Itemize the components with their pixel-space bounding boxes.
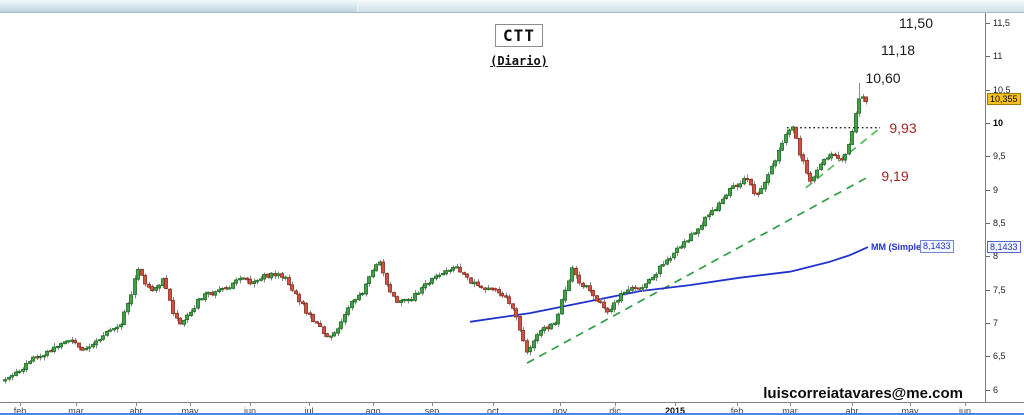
y-tick-mark xyxy=(986,223,990,224)
y-tick-label: 10 xyxy=(993,118,1004,128)
x-tick-mark xyxy=(965,403,966,406)
y-tick-label: 8 xyxy=(993,251,999,261)
y-tick-mark xyxy=(986,390,990,391)
ma-axis-badge: 8,1433 xyxy=(987,241,1021,253)
candles-layer xyxy=(3,83,868,384)
x-tick-label: ago xyxy=(365,406,381,415)
x-tick-mark xyxy=(136,403,137,406)
y-tick-mark xyxy=(986,356,990,357)
y-tick-label: 9 xyxy=(993,185,999,195)
y-tick-mark xyxy=(986,323,990,324)
x-tick-mark xyxy=(373,403,374,406)
y-tick-label: 6,5 xyxy=(993,351,1006,361)
x-tick-mark xyxy=(309,403,310,406)
x-tick-label: may xyxy=(181,406,199,415)
x-tick-mark xyxy=(737,403,738,406)
x-tick-label: sep xyxy=(424,406,440,415)
x-tick-mark xyxy=(675,403,676,406)
y-tick-label: 8,5 xyxy=(993,218,1006,228)
y-tick-label: 11 xyxy=(993,51,1003,61)
x-tick-mark xyxy=(20,403,21,406)
y-tick-mark xyxy=(986,123,990,124)
x-tick-label: mar xyxy=(782,406,798,415)
window-chrome-strip xyxy=(0,0,1024,13)
x-tick-label: nov xyxy=(552,406,568,415)
x-tick-label: abr xyxy=(845,406,859,415)
x-tick-mark xyxy=(852,403,853,406)
x-tick-label: dic xyxy=(609,406,621,415)
x-tick-label: jun xyxy=(243,406,257,415)
x-tick-label: feb xyxy=(13,406,27,415)
x-tick-mark xyxy=(560,403,561,406)
primary-uptrend[interactable] xyxy=(526,176,869,364)
y-tick-mark xyxy=(986,256,990,257)
y-tick-mark xyxy=(986,190,990,191)
y-tick-mark xyxy=(986,90,990,91)
y-tick-mark xyxy=(986,23,990,24)
x-tick-label: jul xyxy=(304,406,314,415)
x-tick-mark xyxy=(250,403,251,406)
x-tick-label: jun xyxy=(958,406,972,415)
y-tick-mark xyxy=(986,290,990,291)
x-tick-mark xyxy=(790,403,791,406)
x-tick-mark xyxy=(493,403,494,406)
window-chrome-seam xyxy=(357,0,1024,12)
x-tick-mark xyxy=(615,403,616,406)
x-tick-label: feb xyxy=(730,406,744,415)
x-tick-mark xyxy=(432,403,433,406)
time-axis[interactable]: feb mar abr may jun jul ago sep oct nov dic 2015 feb… xyxy=(0,402,1024,415)
x-tick-mark xyxy=(910,403,911,406)
x-tick-label: may xyxy=(901,406,919,415)
ma-line[interactable] xyxy=(469,246,869,323)
y-tick-label: 10,5 xyxy=(993,85,1011,95)
last-price-badge: 10,355 xyxy=(987,93,1021,105)
y-tick-label: 11,5 xyxy=(993,18,1010,28)
price-axis[interactable]: 11,5 11 10,5 10 9,5 9 8,5 8 7,5 7 6,5 6 10,355 8,1433 xyxy=(985,13,1024,402)
y-tick-label: 9,5 xyxy=(993,151,1006,161)
x-tick-label: 2015 xyxy=(664,406,686,415)
y-tick-mark xyxy=(986,56,990,57)
y-tick-label: 7 xyxy=(993,318,999,328)
x-tick-mark xyxy=(76,403,77,406)
x-tick-label: oct xyxy=(486,406,500,415)
x-tick-label: abr xyxy=(129,406,143,415)
y-tick-mark xyxy=(986,156,990,157)
x-tick-mark xyxy=(190,403,191,406)
x-tick-label: mar xyxy=(68,406,84,415)
y-tick-label: 6 xyxy=(993,385,999,395)
window-bottom-edge xyxy=(0,413,1024,415)
y-tick-label: 7,5 xyxy=(993,285,1006,295)
